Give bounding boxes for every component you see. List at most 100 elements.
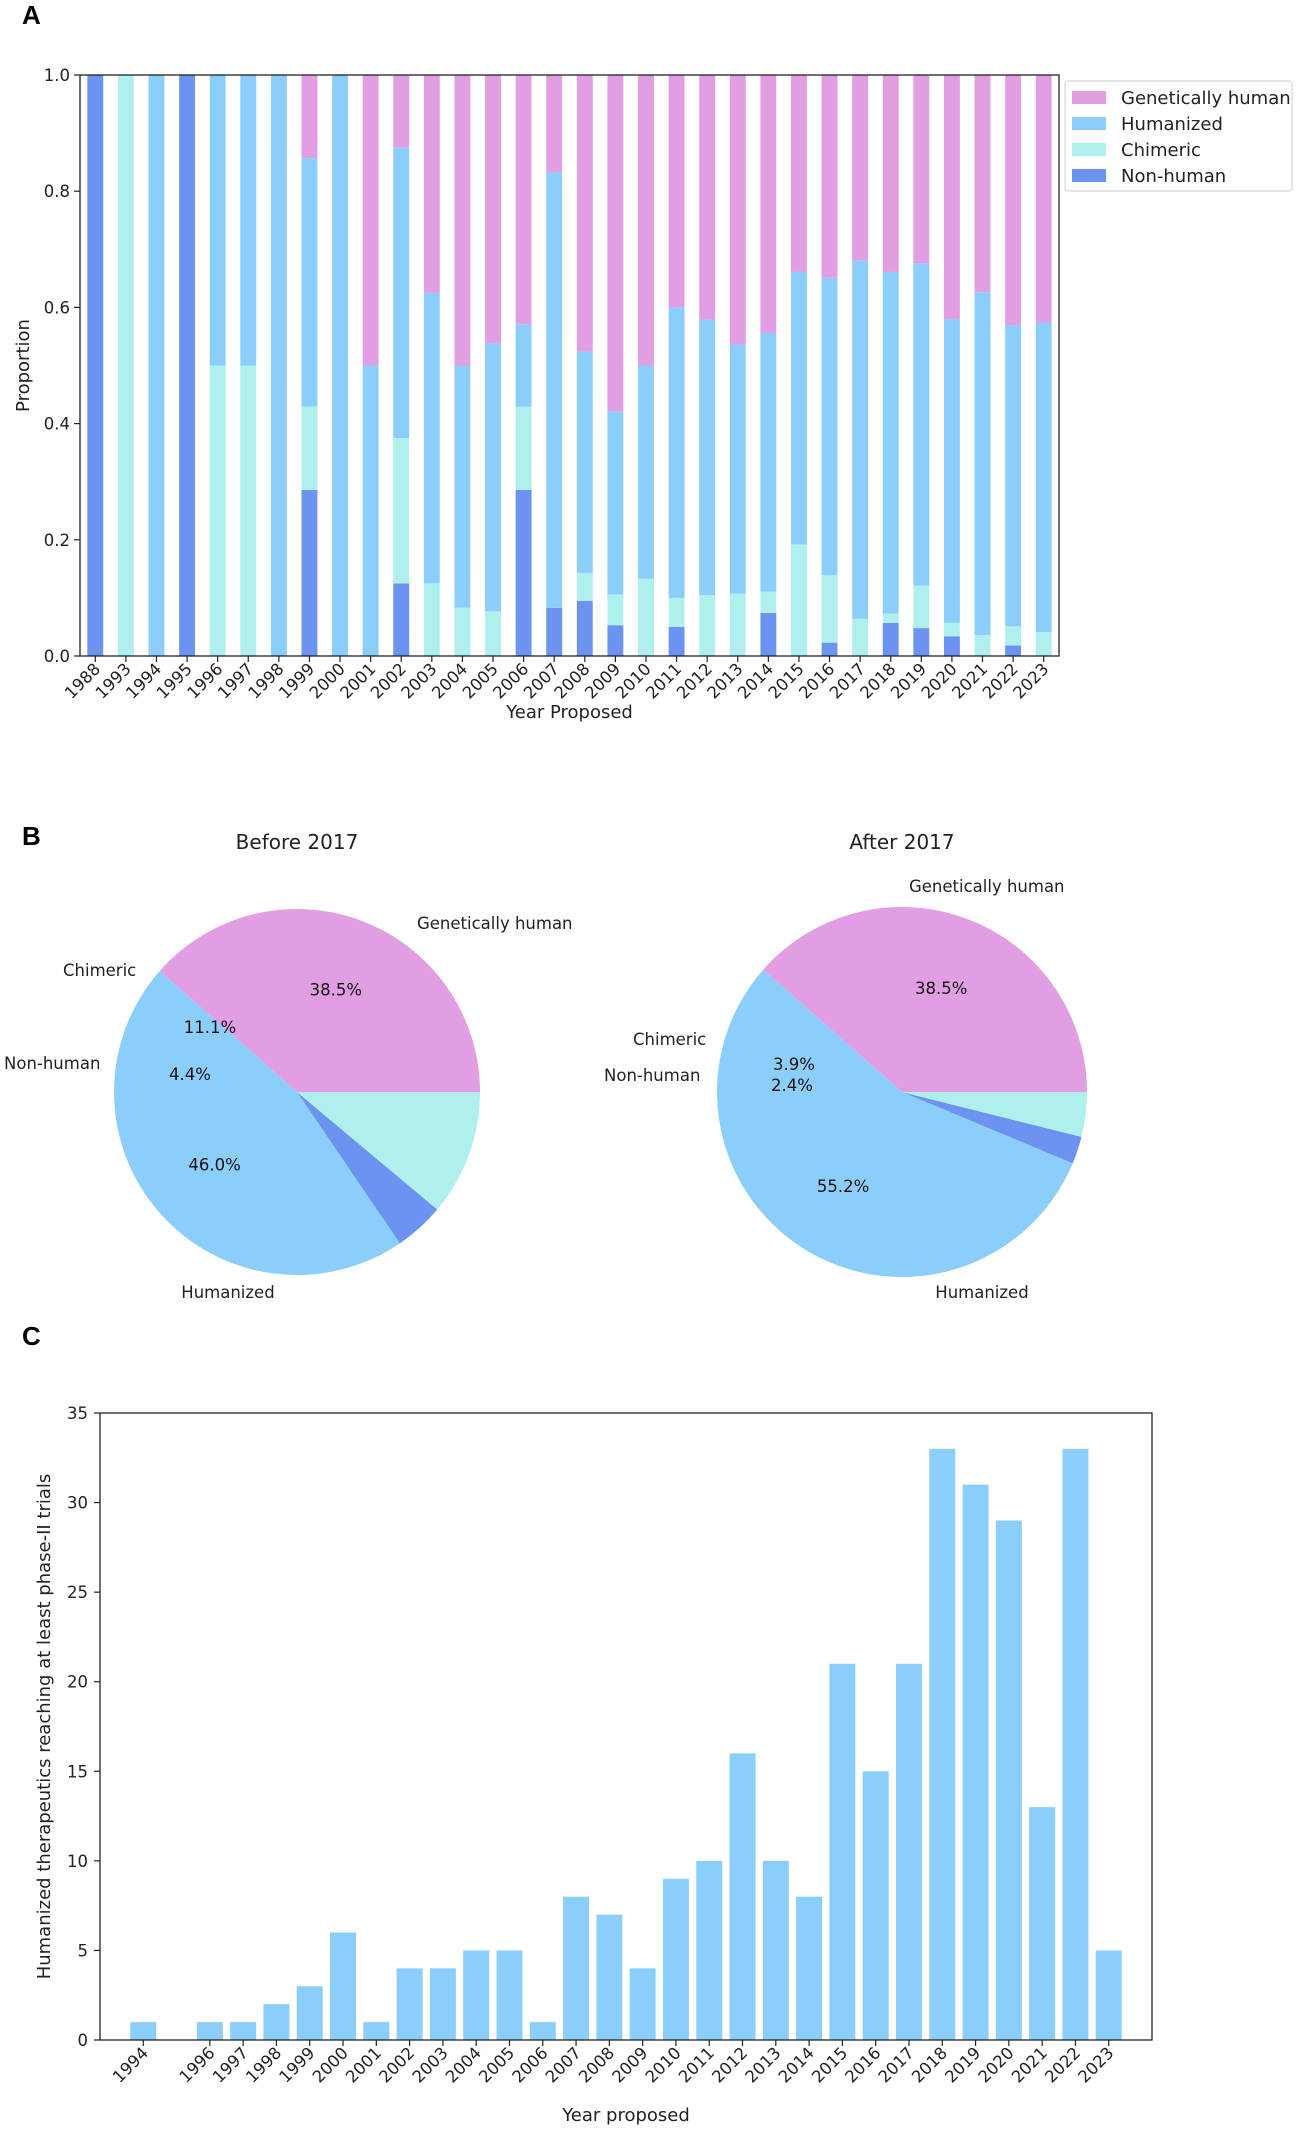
y-tick-label: 35	[67, 1404, 88, 1423]
bar-segment-chimeric	[454, 607, 471, 656]
bar	[563, 1896, 590, 2040]
x-tick-label: 2005	[475, 2043, 518, 2086]
bar	[196, 2022, 223, 2040]
bar	[330, 1932, 357, 2040]
bar-segment-genetically-human	[1035, 75, 1052, 323]
bar-segment-genetically-human	[362, 75, 379, 366]
x-tick-label: 1996	[176, 2043, 219, 2086]
bar	[929, 1448, 956, 2040]
bar	[396, 1968, 423, 2040]
bar-segment-non-human	[913, 628, 930, 656]
pie-pct-chimeric: 11.1%	[184, 1018, 236, 1037]
bar	[529, 2022, 556, 2040]
panel-label-a: A	[22, 0, 41, 30]
bar-segment-humanized	[638, 365, 654, 579]
bar-segment-non-human	[821, 642, 838, 656]
y-tick-label: 10	[67, 1852, 88, 1871]
y-tick-label: 0.4	[44, 415, 70, 434]
bar-segment-non-human	[760, 613, 777, 656]
legend-label-humanized: Humanized	[1121, 114, 1223, 135]
bar-segment-chimeric	[790, 544, 807, 656]
pie-slice-genetically-human	[159, 908, 480, 1092]
pie-label-chimeric: Chimeric	[633, 1030, 706, 1049]
bar-segment-chimeric	[943, 622, 960, 637]
bar-segment-non-human	[576, 600, 593, 656]
bar-segment-genetically-human	[913, 75, 930, 264]
pie-label-genetically-human: Genetically human	[909, 877, 1065, 896]
pie-label-humanized: Humanized	[181, 1283, 274, 1302]
bar	[762, 1860, 789, 2040]
bar	[696, 1860, 723, 2040]
pie-slice-non-human	[902, 1092, 1082, 1164]
bar-segment-humanized	[760, 332, 777, 592]
bar	[629, 1968, 656, 2040]
x-axis-label: Year proposed	[561, 2105, 690, 2126]
x-tick-label: 2010	[642, 2043, 685, 2086]
x-tick-label: 2017	[875, 2043, 918, 2086]
bar-segment-chimeric	[974, 635, 991, 656]
bar	[995, 1520, 1022, 2040]
bar-segment-humanized	[1035, 322, 1052, 633]
y-tick-label: 15	[67, 1762, 88, 1781]
bar-segment-non-human	[668, 626, 685, 656]
x-tick-label: 2009	[608, 2043, 651, 2086]
bar-segment-humanized	[699, 319, 716, 595]
bar-segment-chimeric	[882, 613, 899, 623]
x-tick-label: 2016	[841, 2043, 884, 2086]
chart-a-legend: Genetically human Humanized Chimeric Non-hu…	[1064, 80, 1293, 192]
bar	[895, 1663, 922, 2040]
legend-swatch-chimeric	[1072, 143, 1106, 156]
bar	[962, 1484, 989, 2040]
x-tick-label: 2008	[575, 2043, 618, 2086]
pie-label-chimeric: Chimeric	[63, 961, 136, 980]
bar-segment-non-human	[301, 489, 318, 656]
y-axis-label: Proportion	[13, 319, 34, 412]
bar-segment-humanized	[423, 292, 440, 584]
bar-segment-humanized	[668, 307, 685, 598]
pie-after-2017: After 2017 38.5% Genetically human 55.2% Hum…	[604, 830, 1087, 1302]
bar	[363, 2022, 390, 2040]
pie-slice-humanized	[113, 970, 400, 1276]
bar-segment-humanized	[974, 292, 991, 636]
x-tick-label: 2012	[708, 2043, 751, 2086]
stacked-proportion-chart: 0.00.20.40.60.81.0Proportion198819931994…	[13, 66, 1053, 723]
bar-segment-non-human	[179, 75, 196, 656]
bar-segment-non-human	[87, 75, 104, 656]
pie-slice-non-human	[297, 1092, 438, 1244]
pie-pct-genetically-human: 38.5%	[915, 979, 967, 998]
bar-segment-non-human	[515, 489, 532, 656]
bar	[1062, 1448, 1089, 2040]
bar-segment-genetically-human	[515, 75, 532, 325]
x-tick-label: 1994	[109, 2043, 152, 2086]
x-tick-label: 2001	[342, 2043, 385, 2086]
x-tick-label: 2019	[941, 2043, 984, 2086]
bar	[596, 1914, 623, 2040]
x-tick-label: 2007	[542, 2043, 585, 2086]
bar-segment-chimeric	[576, 572, 593, 601]
bar-segment-genetically-human	[790, 75, 807, 272]
x-tick-label: 2023	[1009, 659, 1052, 702]
bar-segment-humanized	[790, 271, 807, 545]
bar	[829, 1663, 856, 2040]
y-tick-label: 0.0	[44, 647, 70, 666]
pie-pct-genetically-human: 38.5%	[310, 980, 362, 999]
bar-segment-chimeric	[209, 365, 226, 656]
bar-segment-chimeric	[301, 406, 318, 490]
bar-segment-humanized	[1005, 325, 1022, 627]
bar-segment-humanized	[882, 271, 899, 614]
bar-segment-genetically-human	[668, 75, 685, 308]
bar-segment-humanized	[607, 411, 624, 595]
bar-segment-genetically-human	[546, 75, 563, 173]
bar-segment-genetically-human	[576, 75, 593, 352]
bar-segment-humanized	[332, 75, 349, 656]
bar-segment-humanized	[546, 172, 563, 608]
x-tick-label: 2002	[375, 2043, 418, 2086]
bar-segment-chimeric	[729, 593, 746, 656]
x-tick-label: 2006	[508, 2043, 551, 2086]
bar	[862, 1771, 889, 2040]
bar	[296, 1986, 323, 2040]
bar-segment-humanized	[485, 343, 501, 612]
bar-segment-genetically-human	[393, 75, 410, 148]
bar-segment-chimeric	[515, 406, 532, 490]
bar-segment-chimeric	[852, 618, 869, 656]
